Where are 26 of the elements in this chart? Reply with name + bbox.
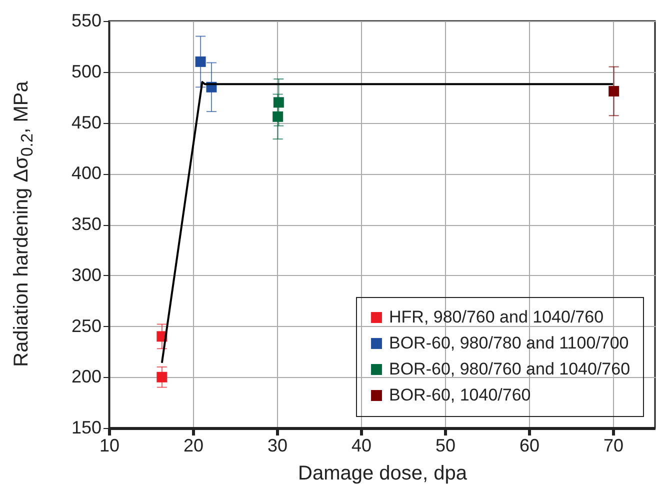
y-tick-label: 350 — [71, 214, 102, 234]
x-axis-title: Damage dose, dpa — [298, 462, 468, 484]
legend-label: BOR-60, 1040/760 — [389, 386, 531, 404]
point — [272, 111, 284, 122]
y-tick-label: 400 — [71, 163, 102, 184]
point — [195, 56, 206, 67]
point — [608, 86, 620, 96]
x-tick-label: 50 — [435, 436, 456, 456]
y-tick-label: 250 — [71, 316, 102, 336]
x-tick-label: 30 — [267, 436, 288, 456]
x-tick-label: 60 — [519, 436, 540, 456]
x-tick-label: 10 — [99, 436, 120, 456]
x-tick-label: 40 — [351, 436, 372, 456]
point — [156, 372, 168, 382]
y-tick-label: 500 — [71, 61, 102, 82]
legend-label: HFR, 980/760 and 1040/760 — [389, 308, 604, 326]
point — [273, 97, 284, 108]
legend-label: BOR-60, 980/760 and 1040/760 — [389, 360, 630, 378]
y-tick-label: 300 — [71, 264, 102, 285]
y-tick-label: 450 — [71, 112, 102, 132]
x-tick-label: 20 — [183, 436, 204, 456]
y-tick-label: 200 — [71, 366, 102, 387]
legend-label: BOR-60, 980/780 and 1100/700 — [389, 334, 629, 352]
y-tick-label: 150 — [71, 418, 102, 438]
y-tick-label: 550 — [71, 10, 102, 30]
x-tick-label: 70 — [603, 436, 624, 456]
